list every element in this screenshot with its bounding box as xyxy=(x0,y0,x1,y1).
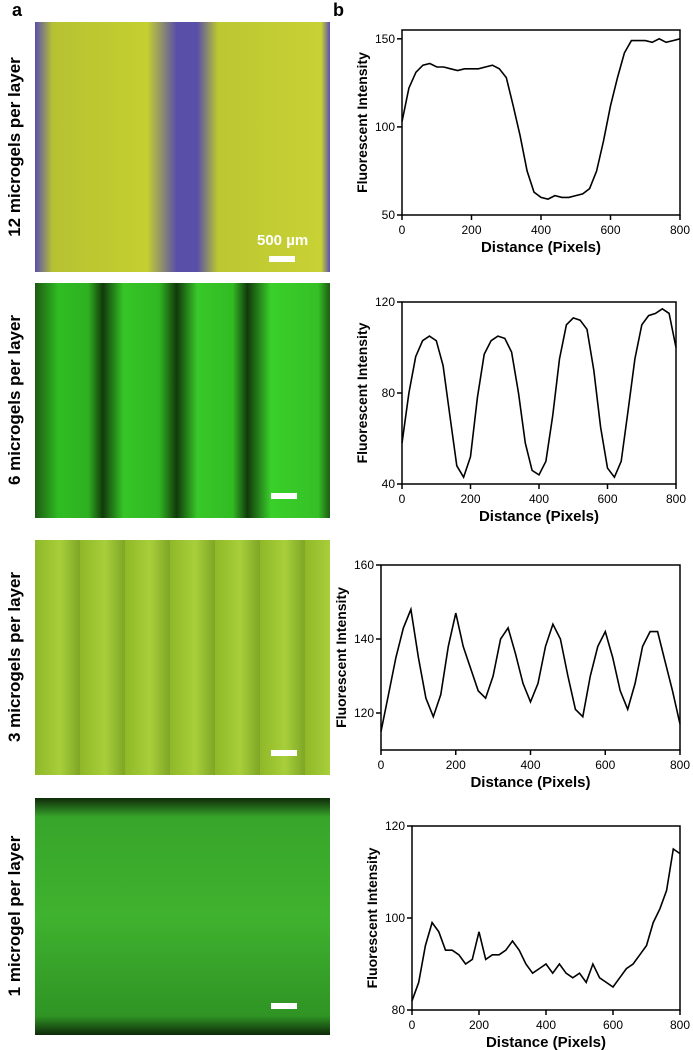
y-tick-label: 120 xyxy=(385,819,405,833)
y-axis-label: Fluorescent Intensity xyxy=(333,587,349,728)
plot-frame xyxy=(380,564,681,751)
x-tick-label: 400 xyxy=(536,1018,556,1032)
scale-bar xyxy=(271,493,297,499)
x-tick-label: 400 xyxy=(529,492,549,506)
y-tick-label: 140 xyxy=(354,632,374,646)
panel-label: a xyxy=(12,0,23,20)
x-tick-label: 600 xyxy=(600,223,620,237)
scale-bar-label: 500 µm xyxy=(257,232,309,249)
micrograph: 500 µm xyxy=(35,22,330,272)
y-axis-label: Fluorescent Intensity xyxy=(354,322,370,463)
y-axis-label: Fluorescent Intensity xyxy=(364,847,380,988)
x-tick-label: 400 xyxy=(520,758,540,772)
data-line xyxy=(411,847,681,1002)
x-tick-label: 800 xyxy=(670,223,690,237)
plot-frame xyxy=(401,301,677,485)
micrograph xyxy=(35,798,330,1035)
plot-frame xyxy=(411,825,681,1011)
panel-label: b xyxy=(333,0,344,20)
x-tick-label: 800 xyxy=(666,492,686,506)
x-axis-label: Distance (Pixels) xyxy=(470,774,590,791)
micrograph xyxy=(35,540,330,775)
y-tick-label: 120 xyxy=(354,706,374,720)
x-tick-label: 600 xyxy=(603,1018,623,1032)
x-tick-label: 200 xyxy=(469,1018,489,1032)
y-tick-label: 150 xyxy=(375,32,395,46)
x-tick-label: 200 xyxy=(461,223,481,237)
x-tick-label: 0 xyxy=(409,1018,416,1032)
y-axis-label: Fluorescent Intensity xyxy=(354,52,370,193)
x-tick-label: 0 xyxy=(378,758,385,772)
x-tick-label: 0 xyxy=(399,223,406,237)
y-tick-label: 100 xyxy=(385,911,405,925)
data-line xyxy=(401,37,681,200)
plot-frame xyxy=(401,29,681,216)
scale-bar xyxy=(271,750,297,756)
y-tick-label: 40 xyxy=(382,477,396,491)
data-line xyxy=(401,307,677,480)
x-tick-label: 200 xyxy=(460,492,480,506)
x-axis-label: Distance (Pixels) xyxy=(481,239,601,256)
micrograph xyxy=(35,283,330,518)
x-tick-label: 200 xyxy=(446,758,466,772)
y-tick-label: 120 xyxy=(375,295,395,309)
y-tick-label: 100 xyxy=(375,120,395,134)
data-line xyxy=(380,606,681,732)
y-tick-label: 80 xyxy=(392,1003,406,1017)
y-tick-label: 80 xyxy=(382,386,396,400)
x-tick-label: 800 xyxy=(670,1018,690,1032)
x-tick-label: 800 xyxy=(670,758,690,772)
scale-bar xyxy=(269,256,295,262)
y-tick-label: 50 xyxy=(382,208,396,222)
x-axis-label: Distance (Pixels) xyxy=(479,508,599,525)
x-tick-label: 400 xyxy=(531,223,551,237)
scale-bar xyxy=(271,1003,297,1009)
x-tick-label: 600 xyxy=(595,758,615,772)
y-tick-label: 160 xyxy=(354,558,374,572)
x-tick-label: 0 xyxy=(399,492,406,506)
x-tick-label: 600 xyxy=(597,492,617,506)
x-axis-label: Distance (Pixels) xyxy=(486,1034,606,1050)
